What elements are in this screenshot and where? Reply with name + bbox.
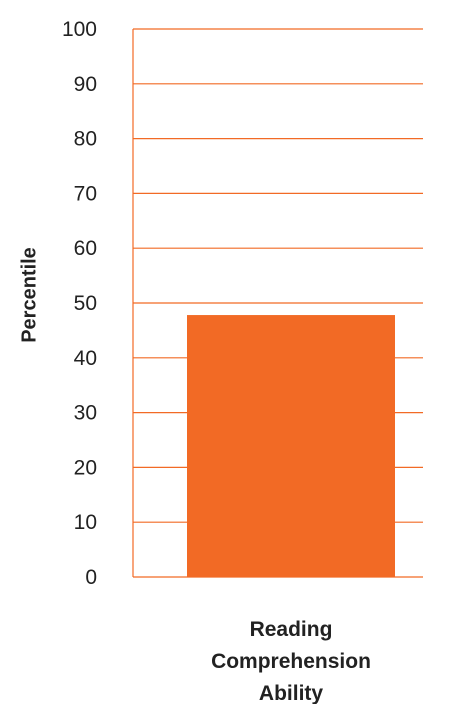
bars	[187, 315, 395, 577]
y-tick-label: 30	[74, 402, 97, 425]
y-tick-labels: 0 10 20 30 40 50 60 70 80 90 100	[62, 18, 97, 589]
category-label-line: Reading	[250, 618, 333, 641]
y-tick-label: 60	[74, 237, 97, 260]
y-tick-label: 90	[74, 73, 97, 96]
category-label-line: Comprehension	[211, 650, 371, 673]
y-tick-label: 100	[62, 18, 97, 41]
bar-reading-comprehension	[187, 315, 395, 577]
y-tick-label: 20	[74, 456, 97, 479]
y-tick-label: 40	[74, 347, 97, 370]
y-tick-label: 0	[85, 566, 97, 589]
y-tick-label: 70	[74, 182, 97, 205]
category-labels: Reading Comprehension Ability	[211, 618, 371, 704]
y-axis-title: Percentile	[18, 247, 40, 343]
y-tick-label: 50	[74, 292, 97, 315]
y-tick-label: 80	[74, 128, 97, 151]
category-label-line: Ability	[259, 682, 323, 704]
y-tick-label: 10	[74, 511, 97, 534]
